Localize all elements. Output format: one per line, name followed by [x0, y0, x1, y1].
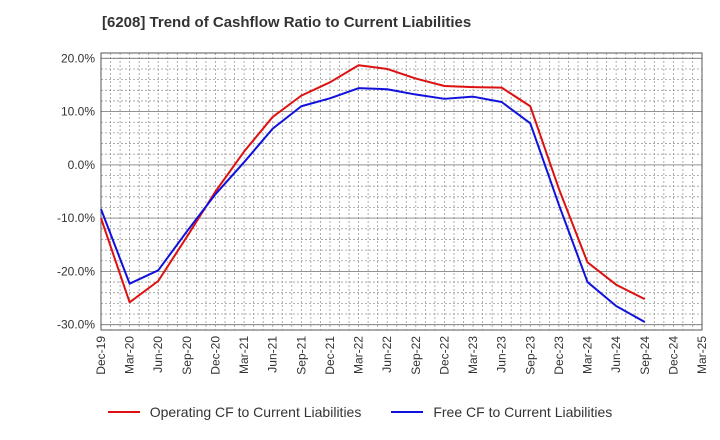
x-tick-labels: Dec-19 Mar-20 Jun-20 Sep-20 Dec-20 Mar-21 Jun-… [94, 336, 709, 375]
y-tick-label: 10.0% [61, 105, 95, 119]
x-tick-label: Jun-20 [151, 336, 165, 373]
x-tick-label: Mar-23 [466, 336, 480, 374]
x-tick-label: Sep-24 [638, 336, 652, 375]
legend-label-free-cf: Free CF to Current Liabilities [433, 404, 613, 420]
x-tick-label: Mar-22 [352, 336, 366, 374]
chart-title: [6208] Trend of Cashflow Ratio to Curren… [102, 14, 472, 31]
x-tick-label: Dec-24 [666, 336, 680, 375]
series-layer [100, 64, 646, 323]
legend-swatch-operating-cf [107, 411, 140, 413]
x-tick-label: Mar-21 [237, 336, 251, 374]
x-tick-label: Mar-25 [695, 336, 709, 374]
y-tick-label: -30.0% [57, 318, 95, 332]
y-tick-label: 0.0% [68, 158, 96, 172]
y-tick-label: 20.0% [61, 51, 95, 65]
x-tick-label: Mar-20 [123, 336, 137, 374]
legend-label-operating-cf: Operating CF to Current Liabilities [149, 404, 362, 420]
x-tick-label: Sep-20 [180, 336, 194, 375]
legend-item-free-cf: Free CF to Current Liabilities [391, 404, 612, 420]
x-tick-label: Dec-21 [323, 336, 337, 375]
legend-item-operating-cf: Operating CF to Current Liabilities [107, 404, 362, 420]
x-tick-label: Dec-20 [208, 336, 222, 375]
x-tick-label: Jun-22 [380, 336, 394, 373]
x-tick-label: Dec-22 [437, 336, 451, 375]
axis-layer [100, 52, 703, 331]
y-tick-label: -10.0% [57, 211, 95, 225]
y-tick-label: -20.0% [57, 264, 95, 278]
x-tick-label: Sep-23 [523, 336, 537, 375]
x-tick-label: Jun-24 [609, 336, 623, 373]
x-tick-label: Dec-19 [94, 336, 108, 375]
x-tick-label: Jun-23 [495, 336, 509, 373]
x-tick-label: Jun-21 [266, 336, 280, 373]
series-line-free-cf [100, 87, 646, 323]
x-tick-label: Dec-23 [552, 336, 566, 375]
series-line-operating-cf [100, 64, 646, 304]
legend: Operating CF to Current Liabilities Free… [0, 404, 720, 420]
y-tick-labels: 20.0% 10.0% 0.0% -10.0% -20.0% -30.0% [57, 51, 95, 331]
x-tick-label: Sep-22 [409, 336, 423, 375]
plot-frame [100, 52, 703, 331]
legend-swatch-free-cf [391, 411, 424, 413]
x-tick-label: Mar-24 [581, 336, 595, 374]
grid-layer [100, 53, 703, 330]
x-tick-label: Sep-21 [294, 336, 308, 375]
